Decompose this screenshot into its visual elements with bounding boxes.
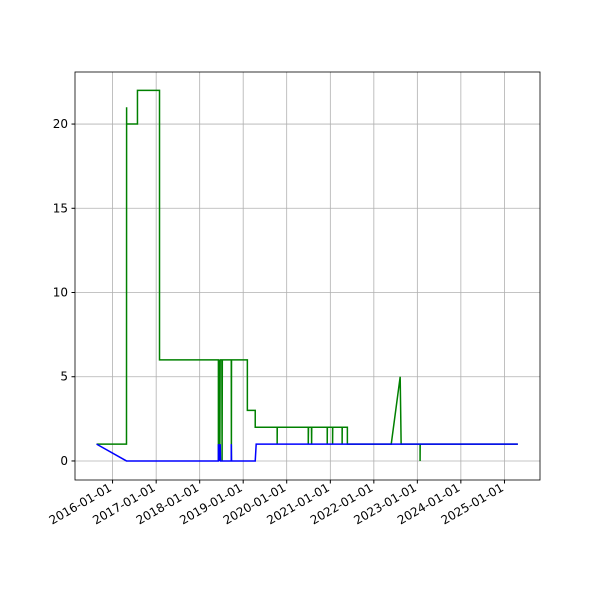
plot-frame — [74, 71, 541, 481]
series-line — [96, 443, 518, 462]
y-tick-label: 10 — [53, 286, 68, 300]
y-tick-label: 5 — [60, 370, 68, 384]
series-line — [96, 89, 518, 461]
y-tick-label: 15 — [53, 201, 68, 215]
y-tick-label: 0 — [60, 454, 68, 468]
y-tick-label: 20 — [53, 117, 68, 131]
